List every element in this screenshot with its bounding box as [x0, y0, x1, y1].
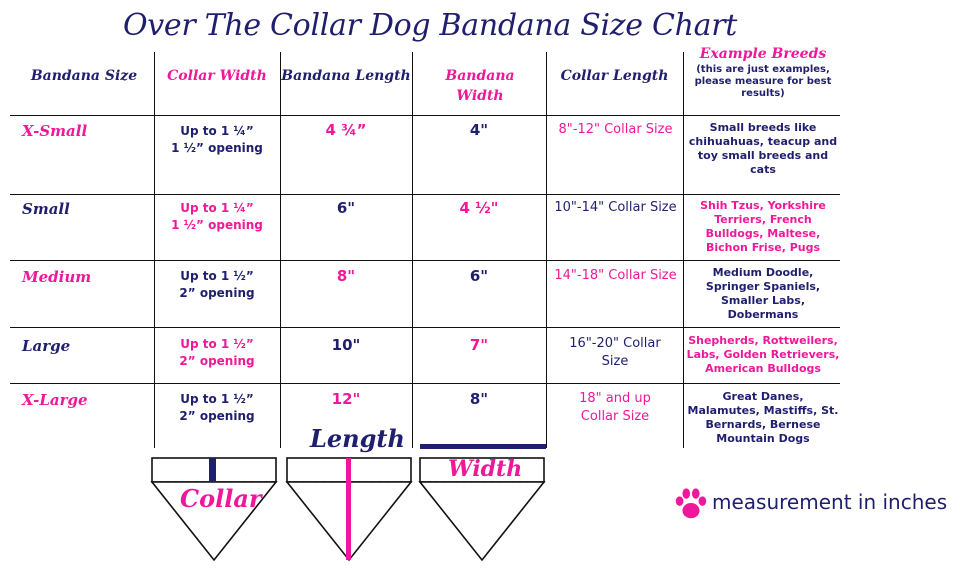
row-bandana-length-medium: 8"	[336, 267, 356, 285]
row-size-large: Large	[22, 337, 71, 355]
row-size-small: Small	[22, 200, 70, 218]
row-size-xlarge: X-Large	[22, 391, 88, 409]
row-bandana-width-medium: 6"	[469, 267, 489, 285]
width-diagram-label: Width	[448, 456, 523, 482]
row-collar-length-medium: 14"-18" Collar Size	[554, 268, 677, 283]
row-breeds-small: Shih Tzus, Yorkshire Terriers, French Bu…	[700, 199, 826, 254]
row-size-xsmall: X-Small	[22, 122, 88, 140]
width-diagram	[418, 444, 546, 562]
row-bandana-width-xlarge: 8"	[469, 390, 489, 408]
row-collar-width-xlarge: Up to 1 ½” 2” opening	[179, 392, 255, 423]
header-bandana-width: Bandana Width	[445, 68, 515, 104]
length-diagram	[285, 457, 413, 562]
row-breeds-medium: Medium Doodle, Springer Spaniels, Smalle…	[705, 266, 821, 321]
row-collar-length-xsmall: 8"-12" Collar Size	[558, 122, 673, 137]
row-collar-width-large: Up to 1 ½” 2” opening	[179, 337, 255, 368]
row-bandana-width-large: 7"	[469, 336, 489, 354]
header-collar-width: Collar Width	[167, 68, 267, 84]
collar-diagram-label: Collar	[180, 484, 262, 513]
row-bandana-length-xsmall: 4 ¾”	[325, 121, 367, 139]
row-bandana-length-large: 10"	[331, 336, 361, 354]
measurement-note: measurement in inches	[712, 490, 948, 514]
header-collar-length: Collar Length	[560, 68, 669, 84]
row-bandana-length-small: 6"	[336, 199, 356, 217]
row-collar-width-medium: Up to 1 ½” 2” opening	[179, 269, 255, 300]
row-breeds-xlarge: Great Danes, Malamutes, Mastiffs, St. Be…	[687, 390, 839, 445]
paw-print-icon	[675, 488, 707, 519]
header-bandana-size: Bandana Size	[30, 68, 138, 84]
row-bandana-width-xsmall: 4"	[469, 121, 489, 139]
row-bandana-width-small: 4 ½"	[459, 199, 499, 217]
row-breeds-xsmall: Small breeds like chihuahuas, teacup and…	[688, 121, 838, 176]
header-bandana-length: Bandana Length	[281, 68, 411, 84]
header-example-breeds: Example Breeds (this are just examples, …	[688, 44, 838, 100]
row-size-medium: Medium	[22, 268, 92, 286]
bandana-diagrams	[150, 444, 546, 562]
collar-diagram	[150, 457, 278, 562]
row-collar-length-small: 10"-14" Collar Size	[554, 200, 677, 215]
page-title: Over The Collar Dog Bandana Size Chart	[122, 8, 738, 43]
row-collar-length-xlarge: 18" and up Collar Size	[579, 391, 651, 424]
example-breeds-note: (this are just examples, please measure …	[694, 64, 832, 99]
row-collar-width-small: Up to 1 ¼” 1 ½” opening	[171, 201, 263, 232]
row-collar-length-large: 16"-20" Collar Size	[569, 336, 661, 369]
example-breeds-title: Example Breeds	[699, 46, 827, 62]
row-bandana-length-xlarge: 12"	[331, 390, 361, 408]
row-breeds-large: Shepherds, Rottweilers, Labs, Golden Ret…	[686, 334, 840, 375]
length-diagram-label: Length	[310, 424, 405, 453]
row-collar-width-xsmall: Up to 1 ¼” 1 ½” opening	[171, 124, 263, 155]
